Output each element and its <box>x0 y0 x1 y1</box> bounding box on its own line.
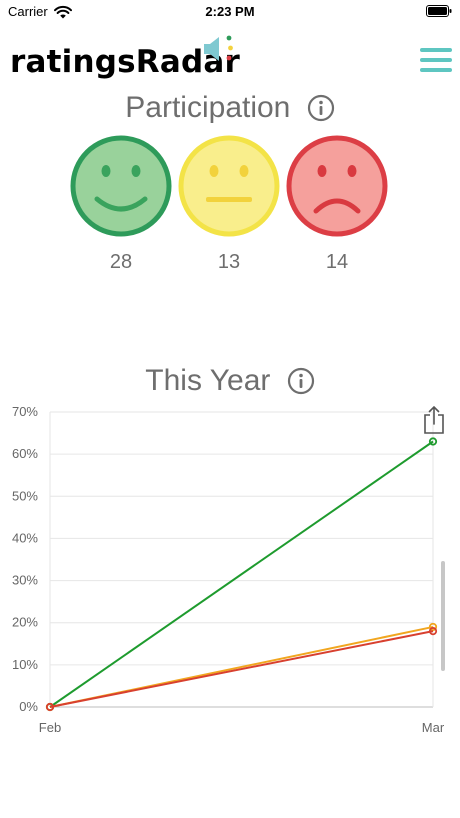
happy-face-icon[interactable] <box>70 135 172 237</box>
y-tick-label: 20% <box>12 615 38 630</box>
participation-heading: Participation <box>0 90 460 125</box>
carrier-indicator: Carrier <box>8 4 72 19</box>
participation-title: Participation <box>125 91 291 125</box>
share-icon[interactable] <box>423 406 445 434</box>
series-line <box>49 630 434 708</box>
y-tick-label: 50% <box>12 488 38 503</box>
y-tick-label: 40% <box>12 530 38 545</box>
data-point <box>428 622 438 632</box>
status-time: 2:23 PM <box>205 4 255 19</box>
menu-button[interactable] <box>420 48 452 76</box>
this-year-heading: This Year <box>0 363 460 398</box>
y-tick-label: 60% <box>12 446 38 461</box>
y-tick-label: 0% <box>19 699 38 714</box>
y-tick-label: 70% <box>12 404 38 419</box>
series-line <box>49 440 434 708</box>
app-title: ratingsRadar <box>10 44 240 80</box>
hamburger-icon-bar <box>420 58 452 62</box>
data-point <box>428 627 438 636</box>
info-icon[interactable] <box>307 94 335 122</box>
hamburger-icon-bar <box>420 48 452 52</box>
hamburger-icon-bar <box>420 68 452 72</box>
x-tick-label: Feb <box>39 720 61 735</box>
app-header: ratingsRadar <box>0 30 460 90</box>
sad-count: 14 <box>325 251 349 273</box>
this-year-chart: 0% 10% 20% 30% 40% 50% 60% 70% Feb Mar <box>12 404 445 735</box>
data-point <box>45 702 55 712</box>
happy-count: 28 <box>109 251 133 273</box>
this-year-title: This Year <box>145 364 271 398</box>
data-point <box>428 437 438 446</box>
wifi-icon <box>53 5 72 18</box>
scrollbar[interactable] <box>441 561 445 671</box>
carrier-label: Carrier <box>8 4 48 19</box>
info-icon[interactable] <box>287 367 315 395</box>
status-bar: Carrier 2:23 PM <box>0 0 460 24</box>
y-tick-label: 10% <box>12 657 38 672</box>
neutral-count: 13 <box>217 251 241 273</box>
sad-face-icon[interactable] <box>286 135 388 237</box>
megaphone-icon <box>204 35 233 61</box>
neutral-face-icon[interactable] <box>178 135 280 237</box>
y-tick-label: 30% <box>12 573 38 588</box>
battery-icon <box>426 5 452 17</box>
x-tick-label: Mar <box>422 720 445 735</box>
